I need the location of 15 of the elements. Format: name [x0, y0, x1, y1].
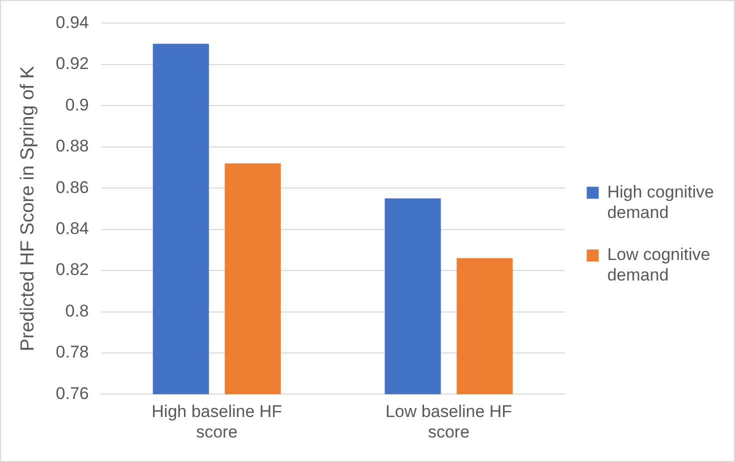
y-tick-label: 0.8	[65, 301, 89, 320]
y-tick-label: 0.94	[56, 12, 89, 32]
y-tick-label: 0.78	[56, 342, 89, 362]
y-tick-label: 0.88	[56, 136, 89, 156]
x-tick-label: High baseline HF score	[152, 402, 282, 442]
y-axis-title: Predicted HF Score in Spring of K	[18, 66, 39, 352]
x-tick-label: Low baseline HF score	[385, 402, 512, 442]
legend-label: High cognitive demand	[607, 182, 714, 222]
y-tick-label: 0.86	[56, 178, 89, 197]
y-tick-label: 0.9	[65, 95, 89, 114]
legend-label: Low cognitive demand	[607, 245, 710, 285]
y-tick-label: 0.76	[56, 384, 89, 403]
y-tick-label: 0.82	[56, 260, 89, 280]
y-tick-label: 0.92	[56, 54, 89, 74]
y-tick-label: 0.84	[56, 219, 89, 238]
